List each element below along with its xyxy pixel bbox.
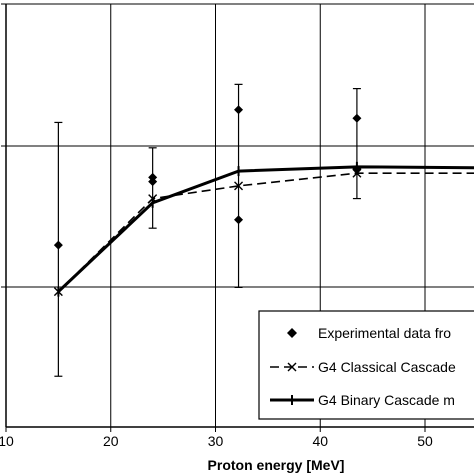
legend-label-experimental: Experimental data fro (318, 325, 451, 341)
legend-label-binary: G4 Binary Cascade m (318, 392, 455, 408)
legend-label-classical: G4 Classical Cascade (318, 359, 456, 375)
data-point-experimental (234, 105, 244, 115)
data-point-experimental (352, 164, 362, 174)
data-point-experimental (148, 172, 158, 182)
data-point-experimental (352, 113, 362, 123)
x-tick-label: 50 (417, 433, 433, 449)
x-axis-label: Proton energy [MeV] (208, 457, 345, 473)
series-line-classical (57, 172, 474, 293)
x-tick-label: 10 (0, 433, 14, 449)
x-tick-label: 30 (208, 433, 224, 449)
x-tick-label: 40 (312, 433, 328, 449)
legend-marker-classical (287, 362, 297, 372)
data-point-experimental (53, 240, 63, 250)
data-point-experimental (234, 215, 244, 225)
x-tick-label: 20 (103, 433, 119, 449)
legend-marker-experimental (287, 328, 297, 338)
marker-x-classical (234, 181, 244, 191)
